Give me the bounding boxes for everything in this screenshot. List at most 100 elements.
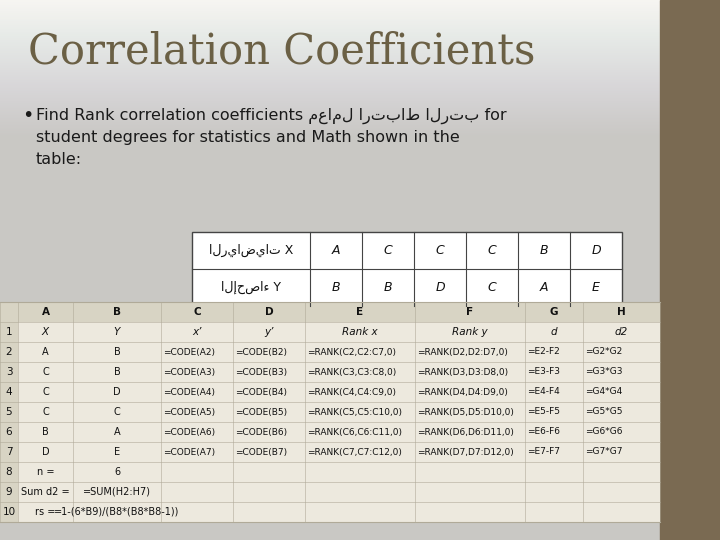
Text: E: E <box>592 281 600 294</box>
Text: =CODE(A3): =CODE(A3) <box>163 368 215 376</box>
Text: 7: 7 <box>6 447 12 457</box>
Text: =E2-F2: =E2-F2 <box>527 348 559 356</box>
Text: =CODE(B7): =CODE(B7) <box>235 448 287 456</box>
Bar <box>0 302 660 322</box>
Text: Find Rank correlation coefficients معامل ارتباط الرتب for: Find Rank correlation coefficients معامل… <box>36 108 507 124</box>
Text: H: H <box>617 307 626 317</box>
Text: B: B <box>384 281 392 294</box>
Text: 6: 6 <box>114 467 120 477</box>
Text: =RANK(C7,C7:C12,0): =RANK(C7,C7:C12,0) <box>307 448 402 456</box>
Text: =CODE(B3): =CODE(B3) <box>235 368 287 376</box>
Text: Rank x: Rank x <box>342 327 378 337</box>
Text: C: C <box>436 244 444 257</box>
Text: rs =: rs = <box>35 507 55 517</box>
Text: E: E <box>356 307 364 317</box>
Text: D: D <box>113 387 121 397</box>
Bar <box>0 302 18 522</box>
Text: 8: 8 <box>6 467 12 477</box>
Text: A: A <box>42 347 49 357</box>
Text: =CODE(B2): =CODE(B2) <box>235 348 287 356</box>
Text: B: B <box>332 281 341 294</box>
Text: الرياضيات X: الرياضيات X <box>209 244 293 257</box>
Text: 9: 9 <box>6 487 12 497</box>
Text: 3: 3 <box>6 367 12 377</box>
Bar <box>0 302 660 522</box>
Text: =RANK(C4,C4:C9,0): =RANK(C4,C4:C9,0) <box>307 388 396 396</box>
Text: C: C <box>487 281 496 294</box>
Text: B: B <box>540 244 549 257</box>
Text: =CODE(A2): =CODE(A2) <box>163 348 215 356</box>
Text: =RANK(C3,C3:C8,0): =RANK(C3,C3:C8,0) <box>307 368 396 376</box>
Text: n =: n = <box>37 467 54 477</box>
Text: =CODE(B5): =CODE(B5) <box>235 408 287 416</box>
Text: Rank y: Rank y <box>452 327 488 337</box>
Text: =RANK(C6,C6:C11,0): =RANK(C6,C6:C11,0) <box>307 428 402 436</box>
Text: A: A <box>42 307 50 317</box>
Bar <box>192 232 622 306</box>
Text: A: A <box>114 427 120 437</box>
Text: B: B <box>113 307 121 317</box>
Text: =E5-F5: =E5-F5 <box>527 408 560 416</box>
Text: =G4*G4: =G4*G4 <box>585 388 622 396</box>
Text: G: G <box>550 307 558 317</box>
Text: =RANK(D4,D4:D9,0): =RANK(D4,D4:D9,0) <box>417 388 508 396</box>
Text: C: C <box>42 407 49 417</box>
Text: =CODE(A5): =CODE(A5) <box>163 408 215 416</box>
Text: C: C <box>42 387 49 397</box>
Text: =CODE(B4): =CODE(B4) <box>235 388 287 396</box>
Text: =SUM(H2:H7): =SUM(H2:H7) <box>83 487 151 497</box>
Text: =RANK(D3,D3:D8,0): =RANK(D3,D3:D8,0) <box>417 368 508 376</box>
Text: Correlation Coefficients: Correlation Coefficients <box>28 30 536 72</box>
Text: =E6-F6: =E6-F6 <box>527 428 560 436</box>
Text: =E7-F7: =E7-F7 <box>527 448 560 456</box>
Text: 6: 6 <box>6 427 12 437</box>
Text: C: C <box>114 407 120 417</box>
Text: =RANK(D5,D5:D10,0): =RANK(D5,D5:D10,0) <box>417 408 514 416</box>
Text: B: B <box>114 367 120 377</box>
Text: D: D <box>42 447 49 457</box>
Text: E: E <box>114 447 120 457</box>
Text: =G2*G2: =G2*G2 <box>585 348 622 356</box>
Text: X: X <box>42 327 49 337</box>
Text: =CODE(A4): =CODE(A4) <box>163 388 215 396</box>
Text: C: C <box>42 367 49 377</box>
Text: C: C <box>487 244 496 257</box>
Text: =CODE(B6): =CODE(B6) <box>235 428 287 436</box>
Text: y’: y’ <box>264 327 274 337</box>
Text: D: D <box>265 307 274 317</box>
Text: =G5*G5: =G5*G5 <box>585 408 623 416</box>
Text: 1: 1 <box>6 327 12 337</box>
Text: Sum d2 =: Sum d2 = <box>21 487 70 497</box>
Text: =RANK(D6,D6:D11,0): =RANK(D6,D6:D11,0) <box>417 428 514 436</box>
Text: B: B <box>42 427 49 437</box>
Text: x’: x’ <box>192 327 202 337</box>
Text: A: A <box>540 281 548 294</box>
Text: =CODE(A7): =CODE(A7) <box>163 448 215 456</box>
Text: =RANK(C5,C5:C10,0): =RANK(C5,C5:C10,0) <box>307 408 402 416</box>
Text: 4: 4 <box>6 387 12 397</box>
Text: =E4-F4: =E4-F4 <box>527 388 559 396</box>
Text: C: C <box>384 244 392 257</box>
Text: =G7*G7: =G7*G7 <box>585 448 623 456</box>
Text: D: D <box>591 244 600 257</box>
Text: A: A <box>332 244 341 257</box>
Text: •: • <box>22 106 33 125</box>
Text: d2: d2 <box>615 327 628 337</box>
Text: =E3-F3: =E3-F3 <box>527 368 560 376</box>
Text: =RANK(D7,D7:D12,0): =RANK(D7,D7:D12,0) <box>417 448 514 456</box>
Text: d: d <box>551 327 557 337</box>
Text: F: F <box>467 307 474 317</box>
Text: 2: 2 <box>6 347 12 357</box>
Text: C: C <box>193 307 201 317</box>
Text: =RANK(D2,D2:D7,0): =RANK(D2,D2:D7,0) <box>417 348 508 356</box>
Text: Y: Y <box>114 327 120 337</box>
Text: 5: 5 <box>6 407 12 417</box>
Bar <box>660 0 720 540</box>
Text: table:: table: <box>36 152 82 167</box>
Text: student degrees for statistics and Math shown in the: student degrees for statistics and Math … <box>36 130 460 145</box>
Text: =RANK(C2,C2:C7,0): =RANK(C2,C2:C7,0) <box>307 348 396 356</box>
Text: =G3*G3: =G3*G3 <box>585 368 623 376</box>
Text: 10: 10 <box>2 507 16 517</box>
Text: =G6*G6: =G6*G6 <box>585 428 623 436</box>
Text: D: D <box>435 281 445 294</box>
